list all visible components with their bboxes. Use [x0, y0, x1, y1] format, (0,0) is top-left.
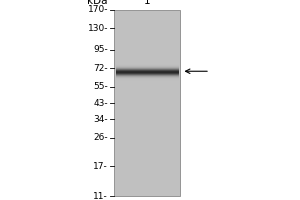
Bar	[116, 68, 178, 69]
Bar	[116, 78, 178, 79]
Bar	[116, 76, 178, 77]
Bar	[116, 70, 178, 71]
Bar	[114, 10, 180, 196]
Bar	[116, 69, 178, 70]
Bar	[116, 63, 178, 64]
Bar	[116, 67, 178, 68]
Text: 72-: 72-	[93, 64, 108, 73]
Text: 17-: 17-	[93, 162, 108, 171]
Text: 170-: 170-	[88, 5, 108, 14]
Bar	[116, 64, 178, 65]
Bar	[116, 74, 178, 75]
Text: 11-: 11-	[93, 192, 108, 200]
Bar	[116, 80, 178, 81]
Bar	[116, 82, 178, 83]
Bar	[116, 81, 178, 82]
Bar	[116, 72, 178, 73]
Text: 130-: 130-	[88, 24, 108, 33]
Bar	[116, 79, 178, 80]
Bar	[116, 75, 178, 76]
Bar	[116, 73, 178, 74]
Text: 55-: 55-	[93, 82, 108, 91]
Bar	[116, 77, 178, 78]
Bar	[116, 71, 178, 72]
Text: 43-: 43-	[93, 99, 108, 108]
Text: 34-: 34-	[93, 115, 108, 124]
Text: 26-: 26-	[93, 133, 108, 142]
Bar	[116, 66, 178, 67]
Bar	[116, 65, 178, 66]
Text: kDa: kDa	[88, 0, 108, 6]
Text: 1: 1	[144, 0, 150, 6]
Text: 95-: 95-	[93, 45, 108, 54]
